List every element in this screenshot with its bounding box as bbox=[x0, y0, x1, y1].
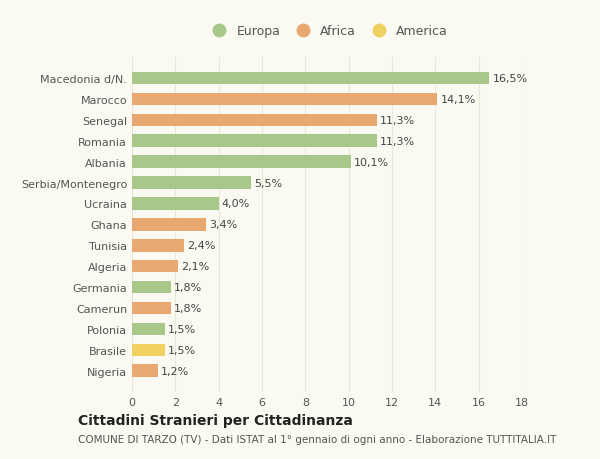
Bar bbox=[132, 281, 171, 294]
Bar bbox=[132, 365, 158, 377]
Text: 1,8%: 1,8% bbox=[174, 303, 203, 313]
Text: 11,3%: 11,3% bbox=[380, 136, 415, 146]
Text: 1,5%: 1,5% bbox=[168, 345, 196, 355]
Bar bbox=[132, 198, 218, 210]
Bar bbox=[132, 156, 351, 168]
Legend: Europa, Africa, America: Europa, Africa, America bbox=[201, 20, 453, 43]
Text: 11,3%: 11,3% bbox=[380, 116, 415, 126]
Bar bbox=[132, 177, 251, 190]
Text: 2,4%: 2,4% bbox=[187, 241, 215, 251]
Text: COMUNE DI TARZO (TV) - Dati ISTAT al 1° gennaio di ogni anno - Elaborazione TUTT: COMUNE DI TARZO (TV) - Dati ISTAT al 1° … bbox=[78, 434, 556, 444]
Bar bbox=[132, 260, 178, 273]
Text: 14,1%: 14,1% bbox=[441, 95, 476, 105]
Text: 4,0%: 4,0% bbox=[222, 199, 250, 209]
Text: 5,5%: 5,5% bbox=[254, 178, 283, 188]
Bar bbox=[132, 114, 377, 127]
Text: 1,5%: 1,5% bbox=[168, 324, 196, 334]
Text: 10,1%: 10,1% bbox=[354, 157, 389, 168]
Bar bbox=[132, 73, 490, 85]
Bar bbox=[132, 302, 171, 314]
Text: 2,1%: 2,1% bbox=[181, 262, 209, 272]
Bar bbox=[132, 94, 437, 106]
Text: 3,4%: 3,4% bbox=[209, 220, 237, 230]
Text: 1,2%: 1,2% bbox=[161, 366, 190, 376]
Bar bbox=[132, 240, 184, 252]
Text: Cittadini Stranieri per Cittadinanza: Cittadini Stranieri per Cittadinanza bbox=[78, 413, 353, 427]
Bar bbox=[132, 344, 164, 356]
Text: 16,5%: 16,5% bbox=[493, 74, 528, 84]
Bar bbox=[132, 218, 206, 231]
Bar bbox=[132, 323, 164, 336]
Bar bbox=[132, 135, 377, 148]
Text: 1,8%: 1,8% bbox=[174, 282, 203, 292]
